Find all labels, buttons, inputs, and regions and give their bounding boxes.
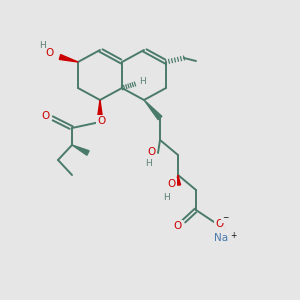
- Polygon shape: [59, 55, 78, 62]
- Text: +: +: [230, 230, 236, 239]
- Text: O: O: [45, 48, 53, 58]
- Text: H: H: [39, 41, 45, 50]
- Text: O: O: [42, 111, 50, 121]
- Polygon shape: [72, 145, 89, 155]
- Text: H: H: [145, 160, 152, 169]
- Text: H: H: [139, 77, 145, 86]
- Polygon shape: [144, 100, 162, 120]
- Polygon shape: [98, 100, 103, 118]
- Text: O: O: [168, 179, 176, 189]
- Text: O: O: [97, 116, 105, 126]
- Text: O: O: [148, 147, 156, 157]
- Text: Na: Na: [214, 233, 228, 243]
- Text: O: O: [174, 221, 182, 231]
- Text: −: −: [222, 214, 228, 223]
- Text: H: H: [163, 193, 170, 202]
- Polygon shape: [176, 175, 181, 185]
- Text: O: O: [215, 219, 223, 229]
